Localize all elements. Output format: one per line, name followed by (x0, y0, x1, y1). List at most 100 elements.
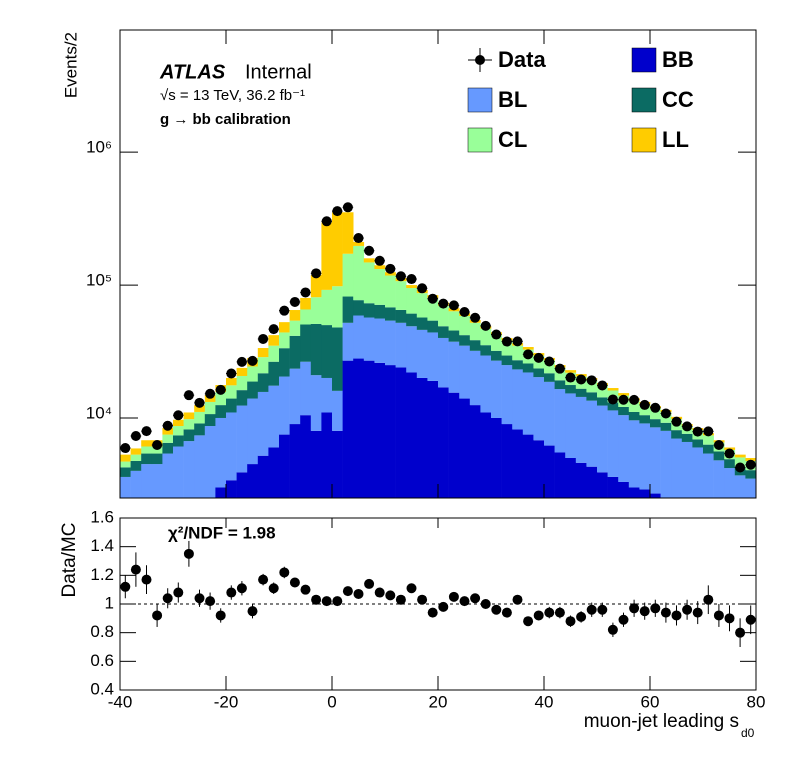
stack-segment (204, 426, 216, 498)
ratio-point (194, 593, 205, 604)
ratio-point (311, 594, 322, 605)
stack-segment (300, 415, 312, 498)
stack-segment (289, 335, 301, 369)
stack-segment (385, 365, 396, 498)
stack-segment (279, 376, 290, 435)
stack-segment (491, 417, 502, 498)
ratio-point (300, 584, 311, 595)
stack-segment (226, 412, 237, 481)
stack-segment (639, 423, 651, 490)
stack-segment (300, 324, 312, 362)
stack-segment (597, 397, 608, 406)
stack-segment (438, 387, 449, 498)
data-point (544, 356, 555, 367)
stack-segment (607, 476, 619, 498)
legend-swatch (467, 127, 493, 153)
stack-segment (469, 350, 481, 406)
data-point (205, 388, 216, 399)
stack-segment (628, 411, 640, 421)
stack-segment (279, 348, 290, 377)
stack-segment (194, 405, 206, 412)
ratio-point (459, 596, 470, 607)
stack-segment (650, 419, 661, 428)
stack-segment (162, 442, 174, 454)
y-tick-label: 1.4 (90, 536, 114, 555)
data-point (417, 283, 428, 294)
ratio-point (724, 613, 735, 624)
stack-segment (480, 412, 492, 498)
stack-segment (459, 398, 471, 498)
data-point (639, 399, 650, 410)
stack-segment (597, 405, 608, 473)
stack-segment (268, 335, 280, 346)
stack-segment (363, 360, 375, 498)
ratio-point (512, 594, 523, 605)
ratio-point (215, 610, 226, 621)
stack-segment (332, 327, 343, 391)
stack-segment (618, 393, 630, 396)
stack-segment (385, 275, 396, 308)
ratio-point (470, 593, 481, 604)
ratio-point (703, 594, 714, 605)
stack-segment (363, 262, 375, 304)
ratio-point (480, 599, 491, 609)
ratio-point (173, 587, 184, 598)
data-point (501, 336, 512, 347)
data-point (713, 440, 724, 451)
y-tick-label: 1 (105, 593, 114, 612)
y-tick-label: 0.8 (90, 622, 114, 641)
stack-segment (522, 363, 534, 373)
stack-segment (512, 345, 524, 361)
stack-segment (120, 476, 131, 498)
legend-label: LL (662, 127, 689, 152)
data-point (279, 305, 290, 316)
data-point (311, 268, 322, 279)
stack-segment (607, 402, 619, 411)
data-point (682, 421, 693, 432)
stack-segment (289, 424, 301, 498)
ratio-point (692, 607, 703, 618)
stack-segment (226, 480, 237, 498)
stack-segment (575, 396, 587, 463)
legend-swatch (467, 87, 493, 113)
ratio-point (342, 586, 353, 597)
stack-segment (342, 322, 354, 361)
x-tick-label: 0 (327, 692, 336, 711)
stack-segment (406, 285, 418, 289)
stack-segment (310, 430, 322, 498)
stack-segment (681, 433, 693, 442)
stack-segment (480, 345, 492, 356)
stack-segment (173, 446, 184, 498)
stack-segment (544, 360, 555, 374)
stack-segment (332, 430, 343, 498)
stack-segment (130, 460, 142, 471)
stack-segment (745, 470, 757, 479)
data-point (374, 255, 385, 266)
stack-segment (575, 462, 587, 498)
stack-segment (406, 288, 418, 314)
ratio-point (141, 574, 152, 585)
stack-segment (734, 454, 746, 458)
stack-segment (353, 245, 365, 301)
data-point (554, 363, 565, 374)
stack-segment (438, 337, 449, 388)
legend-label: CC (662, 87, 694, 112)
data-point (692, 426, 703, 437)
stack-segment (194, 435, 206, 498)
stack-segment (215, 405, 227, 418)
ratio-point (321, 596, 332, 607)
stack-segment (671, 430, 683, 439)
data-point (332, 206, 343, 217)
x-tick-label: 40 (535, 692, 554, 711)
stack-segment (321, 325, 333, 378)
stack-segment (257, 373, 269, 392)
stack-segment (310, 323, 322, 376)
ratio-point (364, 578, 375, 589)
data-point (342, 202, 353, 213)
stack-segment (512, 360, 524, 370)
stack-segment (501, 355, 513, 366)
stack-segment (162, 434, 174, 443)
legend-label: Data (498, 47, 546, 72)
stack-segment (257, 391, 269, 456)
stack-segment (173, 426, 184, 436)
